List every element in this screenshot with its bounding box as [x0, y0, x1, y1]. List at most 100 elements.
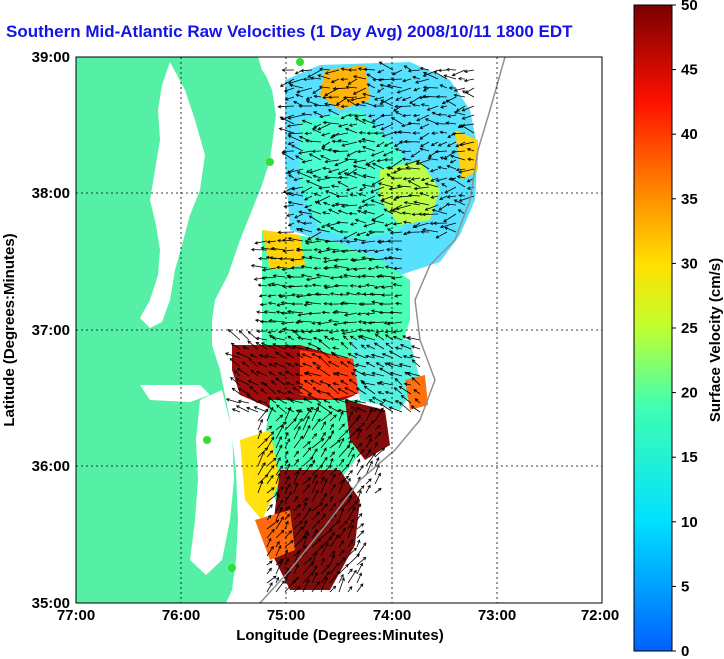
velocity-arrow [259, 354, 268, 359]
velocity-arrow-head [350, 97, 354, 102]
velocity-arrow [276, 404, 286, 413]
radar-station-marker [203, 436, 211, 444]
velocity-arrow [254, 276, 268, 280]
velocity-arrow-head [357, 312, 361, 316]
velocity-arrow-head [395, 97, 400, 101]
velocity-arrow [347, 519, 355, 530]
velocity-arrow [332, 132, 349, 137]
velocity-arrow [306, 180, 322, 188]
velocity-arrow-head [322, 95, 326, 100]
velocity-arrow-head [312, 336, 317, 341]
velocity-arrow [295, 373, 304, 377]
velocity-arrow-head [370, 309, 375, 313]
velocity-arrow-head [411, 359, 416, 363]
velocity-arrow [408, 180, 421, 188]
velocity-arrow [350, 96, 367, 101]
velocity-arrow [447, 141, 457, 147]
velocity-arrow-head [271, 487, 275, 491]
velocity-arrow-head [257, 399, 262, 404]
velocity-arrow [347, 361, 358, 368]
velocity-arrow [232, 387, 241, 395]
velocity-arrow [389, 406, 403, 413]
velocity-arrow-head [324, 335, 328, 339]
velocity-arrow [420, 67, 430, 71]
velocity-arrow-head [443, 218, 447, 223]
velocity-arrow [266, 407, 274, 422]
velocity-arrow-head [389, 208, 394, 212]
velocity-arrow-head [422, 85, 427, 90]
velocity-arrow [374, 442, 378, 449]
velocity-arrow-head [274, 351, 279, 355]
colorbar-tick-label: 20 [681, 385, 698, 402]
velocity-arrow-head [336, 220, 340, 225]
velocity-arrow-head [335, 194, 340, 199]
velocity-arrow [362, 93, 376, 98]
velocity-arrow [302, 497, 309, 503]
velocity-arrow [353, 172, 367, 179]
velocity-arrow [344, 172, 358, 179]
velocity-arrow [320, 411, 333, 422]
velocity-arrow-head [308, 557, 313, 561]
velocity-arrow [412, 76, 421, 80]
velocity-arrow-head [315, 406, 319, 411]
velocity-arrow-head [297, 336, 301, 340]
velocity-arrow-head [275, 519, 280, 524]
velocity-arrow [374, 432, 382, 440]
velocity-arrow-head [313, 125, 317, 129]
velocity-arrow-head [431, 208, 436, 213]
velocity-arrow [320, 476, 325, 485]
velocity-arrow [309, 215, 322, 224]
velocity-arrow-head [268, 425, 273, 430]
velocity-arrow [332, 140, 340, 143]
velocity-arrow-head [422, 88, 427, 92]
velocity-arrow-head [287, 131, 292, 136]
velocity-arrow [311, 418, 321, 431]
velocity-arrow-head [265, 255, 270, 260]
velocity-arrow [382, 132, 394, 137]
velocity-arrow-head [294, 482, 299, 487]
velocity-arrow [423, 72, 439, 80]
velocity-arrow-head [306, 483, 311, 488]
velocity-arrow-head [323, 301, 327, 306]
velocity-arrow-head [321, 224, 325, 228]
velocity-arrow [454, 87, 466, 92]
velocity-arrow-head [401, 157, 406, 161]
velocity-arrow-head [343, 313, 348, 317]
velocity-arrow-head [328, 208, 332, 213]
velocity-arrow [393, 222, 403, 225]
velocity-arrow-head [329, 227, 334, 231]
velocity-arrow-head [258, 294, 263, 298]
velocity-arrow [409, 96, 421, 104]
velocity-arrow [337, 181, 349, 188]
velocity-arrow-head [380, 113, 385, 118]
velocity-arrow-head [262, 267, 266, 272]
velocity-arrow [362, 275, 376, 278]
velocity-arrow [344, 387, 358, 395]
velocity-arrow [296, 381, 304, 386]
velocity-arrow-head [457, 209, 462, 213]
velocity-arrow-head [230, 376, 234, 381]
velocity-arrow [374, 425, 381, 431]
velocity-arrow [323, 399, 331, 404]
velocity-arrow-head [297, 512, 301, 517]
velocity-arrow-head [307, 236, 312, 240]
velocity-arrow-head [351, 453, 355, 458]
velocity-arrow-head [235, 405, 240, 409]
velocity-arrow [465, 87, 475, 94]
velocity-arrow-head [280, 301, 285, 305]
velocity-arrow [338, 574, 344, 584]
velocity-arrow-head [353, 160, 357, 164]
velocity-arrow-head [393, 197, 397, 201]
velocity-arrow [282, 150, 295, 152]
velocity-arrow [311, 502, 323, 512]
velocity-arrow-head [366, 73, 371, 77]
velocity-arrow-head [320, 438, 325, 442]
velocity-arrow-head [235, 378, 240, 382]
velocity-arrow [457, 175, 466, 179]
velocity-arrow [394, 387, 403, 395]
velocity-arrow-head [344, 398, 349, 403]
velocity-arrow-head [406, 230, 411, 235]
velocity-arrow-head [352, 368, 357, 373]
velocity-arrow [321, 222, 331, 228]
velocity-arrow-head [368, 230, 372, 234]
